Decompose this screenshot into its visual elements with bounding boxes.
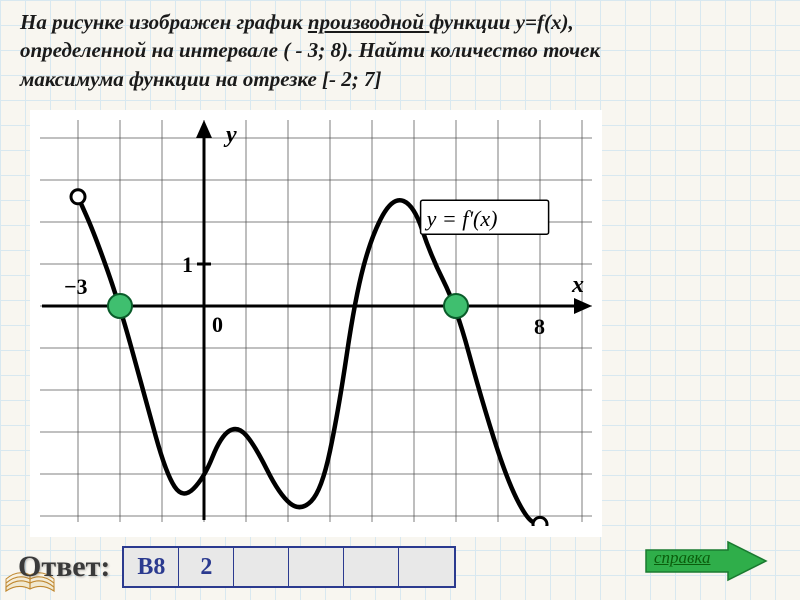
answer-cells: В82 <box>122 546 456 588</box>
answer-cell[interactable] <box>344 548 399 586</box>
derivative-chart: y x −3 0 1 8 y = f'(x) <box>36 116 596 526</box>
svg-text:y: y <box>223 122 237 148</box>
chart-container: y x −3 0 1 8 y = f'(x) <box>30 110 602 537</box>
svg-text:y = f'(x): y = f'(x) <box>425 206 498 231</box>
answer-label: Ответ: <box>18 550 110 584</box>
answer-row: Ответ: В82 <box>18 546 456 588</box>
problem-emphasis: производной <box>308 10 429 34</box>
problem-text-suffix: функции y=f(x), <box>429 10 573 34</box>
problem-line2: определенной на интервале ( - 3; 8). Най… <box>20 38 600 62</box>
svg-text:−3: −3 <box>64 274 88 299</box>
answer-cell[interactable]: В8 <box>124 548 179 586</box>
answer-cell[interactable] <box>289 548 344 586</box>
help-button[interactable]: справка <box>640 540 770 582</box>
answer-cell[interactable]: 2 <box>179 548 234 586</box>
svg-text:8: 8 <box>534 314 545 339</box>
svg-text:x: x <box>571 272 584 298</box>
problem-statement: На рисунке изображен график производной … <box>20 8 780 93</box>
problem-text-prefix: На рисунке изображен график <box>20 10 308 34</box>
answer-cell[interactable] <box>234 548 289 586</box>
answer-cell[interactable] <box>399 548 454 586</box>
svg-text:1: 1 <box>182 252 193 277</box>
svg-text:0: 0 <box>212 312 223 337</box>
help-label: справка <box>654 548 710 568</box>
problem-line3: максимума функции на отрезке [- 2; 7] <box>20 67 382 91</box>
